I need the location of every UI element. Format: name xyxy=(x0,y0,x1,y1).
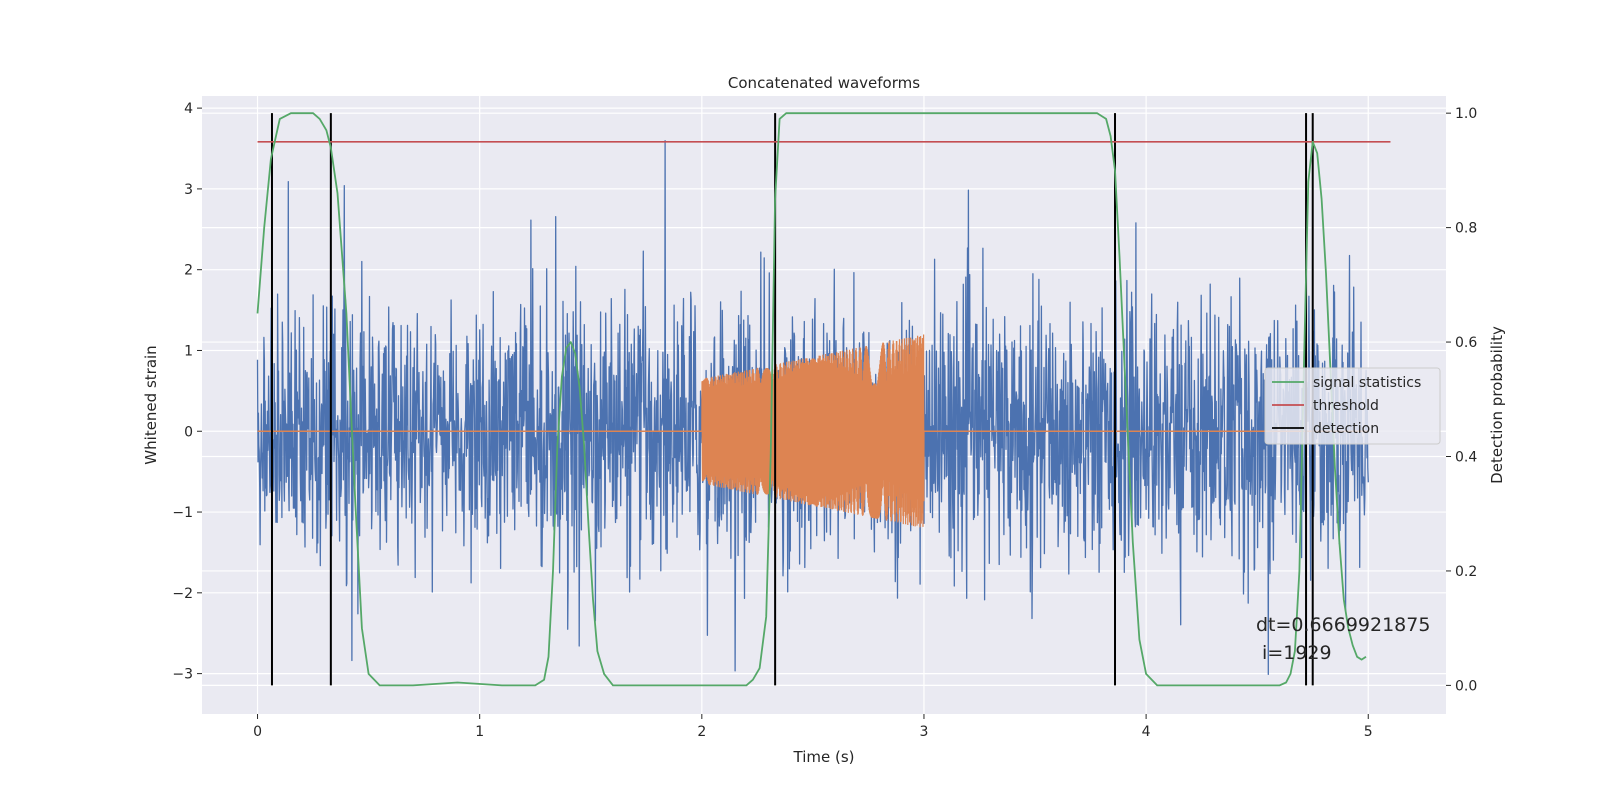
chart-title: Concatenated waveforms xyxy=(728,74,920,92)
legend-label-signal-statistics: signal statistics xyxy=(1313,375,1421,391)
y-axis-label-right: Detection probability xyxy=(1488,326,1506,484)
axis-ticks: 0 1 2 3 4 5 −3 −2 −1 0 1 2 3 4 0.0 0.2 0.4 0.6 0.8 1.0 xyxy=(172,101,1477,740)
y-tick-label: 1 xyxy=(184,343,193,359)
x-tick-label: 2 xyxy=(697,724,706,740)
y-tick-label: 4 xyxy=(184,101,193,117)
y-tick-label: 3 xyxy=(184,182,193,198)
y-right-tick-label: 1.0 xyxy=(1455,106,1477,122)
x-tick-label: 5 xyxy=(1364,724,1373,740)
y-tick-label: −1 xyxy=(172,505,193,521)
y-right-tick-label: 0.2 xyxy=(1455,564,1477,580)
legend-label-detection: detection xyxy=(1313,421,1379,437)
x-tick-label: 0 xyxy=(253,724,262,740)
signal-statistics-line xyxy=(256,112,1367,687)
legend: signal statistics threshold detection xyxy=(1264,367,1441,445)
y-right-tick-label: 0.0 xyxy=(1455,678,1477,694)
legend-label-threshold: threshold xyxy=(1313,398,1379,414)
y-right-tick-label: 0.8 xyxy=(1455,221,1477,237)
chirp-signal-line xyxy=(701,334,925,528)
annotation-dt: dt=0.6669921875 xyxy=(1256,614,1430,636)
y-right-tick-label: 0.6 xyxy=(1455,335,1477,351)
y-right-tick-label: 0.4 xyxy=(1455,450,1477,466)
annotation-index: i=1929 xyxy=(1256,642,1332,664)
y-tick-label: 0 xyxy=(184,424,193,440)
y-tick-label: −3 xyxy=(172,667,193,683)
x-tick-label: 1 xyxy=(475,724,484,740)
x-axis-label: Time (s) xyxy=(793,748,855,766)
legend-box xyxy=(1264,367,1441,445)
y-tick-label: −2 xyxy=(172,586,193,602)
x-tick-label: 3 xyxy=(920,724,929,740)
y-axis-label-left: Whitened strain xyxy=(142,345,160,464)
x-tick-label: 4 xyxy=(1142,724,1151,740)
y-tick-label: 2 xyxy=(184,263,193,279)
